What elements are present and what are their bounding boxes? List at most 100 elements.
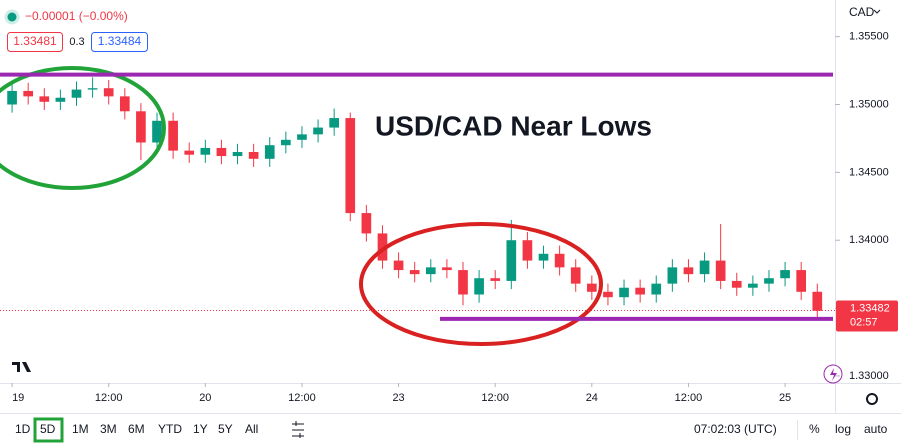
axis-option[interactable]: log <box>835 422 851 436</box>
x-tick-label: 19 <box>12 392 24 404</box>
x-tick-label: 20 <box>199 392 211 404</box>
currency-caret[interactable] <box>873 9 881 14</box>
x-tick-label: 12:00 <box>95 392 123 404</box>
candle-body <box>538 253 549 261</box>
candle-body <box>71 89 82 98</box>
candle-body <box>23 90 34 97</box>
timeframe[interactable]: 5Y <box>218 422 233 436</box>
timeframe[interactable]: 1M <box>72 422 89 436</box>
candle-body <box>506 240 517 281</box>
candle-body <box>329 118 339 128</box>
axis-option[interactable]: auto <box>864 422 888 436</box>
candle-body <box>474 278 484 295</box>
candle-body <box>409 270 420 275</box>
candle-body <box>393 260 404 271</box>
ask-box[interactable] <box>91 32 148 52</box>
countdown: 02:57 <box>850 316 878 328</box>
candle-body <box>103 88 114 97</box>
candle-body <box>683 267 694 275</box>
candle-body <box>570 267 581 284</box>
candle-body <box>796 270 807 292</box>
y-tick-label: 1.35500 <box>849 31 889 43</box>
x-tick-label: 23 <box>392 392 404 404</box>
candle-body <box>619 287 629 298</box>
candle-body <box>168 120 178 151</box>
clock[interactable]: 07:02:03 (UTC) <box>694 422 777 436</box>
x-tick-label: 25 <box>779 392 791 404</box>
candle-body <box>586 283 597 292</box>
x-tick-label: 12:00 <box>481 392 509 404</box>
candle-body <box>119 96 130 112</box>
candle-body <box>699 260 710 275</box>
candle-body <box>136 111 146 143</box>
candle-body <box>377 233 388 261</box>
y-tick-label: 1.34500 <box>849 166 889 178</box>
tv-logo <box>8 356 36 378</box>
annotation-ellipse <box>0 66 166 190</box>
toolbar: 1D 5D 1M 3M 6M YTD 1Y 5Y All% log auto <box>15 417 888 443</box>
ask[interactable]: 1.33484 <box>98 34 142 48</box>
candle-body <box>200 147 211 155</box>
candle-body <box>87 88 98 90</box>
y-tick-label: 1.34000 <box>849 234 889 246</box>
bid[interactable]: 1.33481 <box>13 34 57 48</box>
candle-body <box>458 270 468 295</box>
candle-body <box>264 145 275 159</box>
last-price: 1.33482 <box>850 302 890 314</box>
range-icon[interactable] <box>292 421 304 438</box>
candle-body <box>361 213 372 234</box>
status-dot <box>4 9 20 25</box>
y-tick-label: 1.33000 <box>849 370 889 382</box>
candle-body <box>522 240 533 261</box>
y-tick-label: 1.35000 <box>849 98 889 110</box>
candle-body <box>297 134 307 140</box>
candle-body <box>7 90 17 105</box>
candle-body <box>232 152 243 157</box>
timeframe[interactable]: YTD <box>158 422 182 436</box>
timeframe[interactable]: 3M <box>100 422 117 436</box>
bid-box[interactable] <box>7 32 63 52</box>
settings-icon[interactable] <box>866 393 878 405</box>
candle-body <box>39 96 50 102</box>
x-tick-label: 24 <box>586 392 598 404</box>
candle-body <box>651 283 662 295</box>
active-timeframe[interactable] <box>33 417 64 443</box>
plot <box>7 77 823 319</box>
timeframe[interactable]: 5D <box>40 422 56 436</box>
currency[interactable]: CAD <box>849 5 875 19</box>
candle-body <box>764 278 774 284</box>
alert-bolt[interactable] <box>830 368 837 381</box>
candle-body <box>152 120 162 143</box>
candle-body <box>635 287 645 295</box>
candle-body <box>715 260 726 281</box>
annotation-ellipse <box>359 222 603 346</box>
candle-body <box>780 270 790 279</box>
timeframe[interactable]: 1Y <box>193 422 208 436</box>
timeframe[interactable]: 1D <box>15 422 31 436</box>
axis-option[interactable]: % <box>809 422 820 436</box>
candle-body <box>184 150 195 155</box>
candle-body <box>425 267 436 275</box>
timeframe[interactable]: All <box>245 422 258 436</box>
candle-body <box>442 267 452 271</box>
spread: 0.3 <box>69 36 84 48</box>
candle-body <box>554 253 565 268</box>
annotation-title: USD/CAD Near Lows <box>375 110 652 141</box>
candle-body <box>603 291 613 298</box>
candle-body <box>490 278 501 281</box>
candle-body <box>731 280 742 288</box>
candle-body <box>248 152 259 159</box>
last-price-box <box>836 300 898 332</box>
candle-body <box>345 118 356 214</box>
candle-body <box>281 139 291 146</box>
candle-body <box>313 127 323 135</box>
candle-body <box>216 147 227 157</box>
candle-body <box>748 283 758 288</box>
x-tick-label: 12:00 <box>675 392 703 404</box>
x-tick-label: 12:00 <box>288 392 316 404</box>
change: −0.00001 (−0.00%) <box>25 9 128 23</box>
candle-body <box>55 97 66 102</box>
timeframe[interactable]: 6M <box>128 422 145 436</box>
